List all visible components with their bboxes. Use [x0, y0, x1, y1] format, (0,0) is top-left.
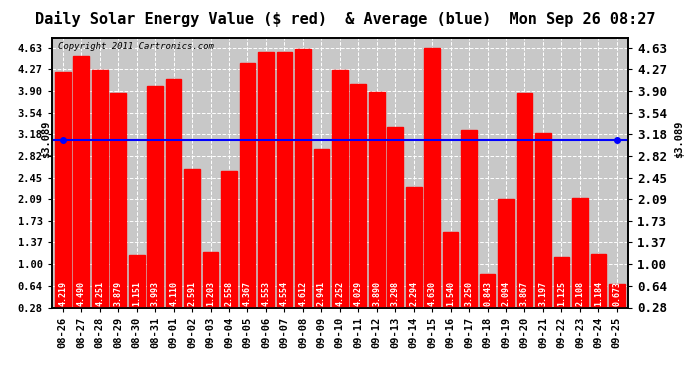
Text: $3.089: $3.089 — [674, 121, 684, 159]
Bar — [277, 52, 293, 308]
Text: 3.197: 3.197 — [538, 281, 547, 306]
Bar — [387, 127, 403, 308]
Bar — [480, 274, 495, 308]
Bar — [406, 187, 422, 308]
Bar — [572, 198, 588, 308]
Text: 3.993: 3.993 — [150, 281, 159, 306]
Bar — [443, 232, 458, 308]
Text: 1.151: 1.151 — [132, 281, 141, 306]
Text: 3.890: 3.890 — [373, 281, 382, 306]
Text: 4.630: 4.630 — [428, 281, 437, 306]
Bar — [221, 171, 237, 308]
Bar — [184, 170, 200, 308]
Text: 3.879: 3.879 — [114, 281, 123, 306]
Text: 2.294: 2.294 — [409, 281, 418, 306]
Text: 1.203: 1.203 — [206, 281, 215, 306]
Text: 4.554: 4.554 — [280, 281, 289, 306]
Bar — [517, 93, 533, 308]
Bar — [591, 254, 607, 308]
Bar — [110, 93, 126, 308]
Text: 4.251: 4.251 — [95, 281, 104, 306]
Bar — [129, 255, 144, 308]
Text: 2.094: 2.094 — [502, 281, 511, 306]
Text: 0.673: 0.673 — [612, 281, 621, 306]
Bar — [295, 49, 310, 308]
Bar — [332, 70, 348, 308]
Text: 4.219: 4.219 — [59, 281, 68, 306]
Bar — [535, 133, 551, 308]
Text: 4.110: 4.110 — [169, 281, 178, 306]
Text: $3.089: $3.089 — [41, 121, 50, 159]
Text: 2.108: 2.108 — [575, 281, 584, 306]
Bar — [424, 48, 440, 308]
Text: 4.252: 4.252 — [335, 281, 344, 306]
Text: Copyright 2011 Cartronics.com: Copyright 2011 Cartronics.com — [57, 42, 213, 51]
Bar — [369, 92, 384, 308]
Text: 1.184: 1.184 — [594, 281, 603, 306]
Text: 4.612: 4.612 — [298, 281, 307, 306]
Bar — [351, 84, 366, 308]
Bar — [553, 257, 569, 307]
Text: 4.367: 4.367 — [243, 281, 252, 306]
Bar — [166, 79, 181, 308]
Bar — [73, 56, 89, 308]
Text: 2.591: 2.591 — [188, 281, 197, 306]
Text: 3.298: 3.298 — [391, 281, 400, 306]
Bar — [55, 72, 70, 308]
Bar — [313, 148, 329, 308]
Bar — [239, 63, 255, 308]
Text: 1.125: 1.125 — [557, 281, 566, 306]
Text: 3.867: 3.867 — [520, 281, 529, 306]
Text: 4.029: 4.029 — [354, 281, 363, 306]
Text: 4.553: 4.553 — [262, 281, 270, 306]
Bar — [147, 86, 163, 308]
Bar — [258, 52, 274, 308]
Bar — [461, 130, 477, 308]
Text: 4.490: 4.490 — [77, 281, 86, 306]
Text: Daily Solar Energy Value ($ red)  & Average (blue)  Mon Sep 26 08:27: Daily Solar Energy Value ($ red) & Avera… — [34, 11, 655, 27]
Text: 3.250: 3.250 — [464, 281, 473, 306]
Bar — [203, 252, 219, 308]
Text: 2.941: 2.941 — [317, 281, 326, 306]
Text: 0.843: 0.843 — [483, 281, 492, 306]
Bar — [92, 70, 108, 308]
Text: 2.558: 2.558 — [224, 281, 233, 306]
Bar — [609, 284, 624, 308]
Text: 1.540: 1.540 — [446, 281, 455, 306]
Bar — [498, 199, 514, 308]
